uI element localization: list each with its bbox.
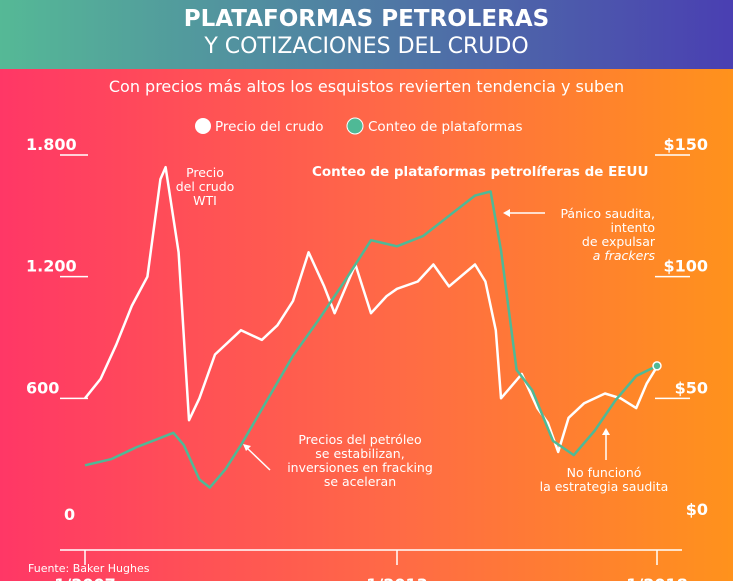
source-note: Fuente: Baker Hughes: [28, 562, 150, 575]
annotation-stabilize: Precios del petróleo: [298, 432, 421, 447]
annotation-failed: la estrategia saudita: [540, 479, 669, 494]
y-right-tick-label: $0: [686, 500, 708, 519]
annotation-oil-label: del crudo: [176, 179, 235, 194]
legend-label-oil: Precio del crudo: [215, 119, 323, 135]
y-left-tick-label: 600: [26, 378, 59, 397]
x-tick-label: 1/2007: [54, 575, 116, 581]
y-left-tick-label: 1.800: [26, 135, 77, 154]
arrow-head: [503, 209, 510, 217]
title-band: PLATAFORMAS PETROLERAS Y COTIZACIONES DE…: [0, 0, 733, 69]
legend-marker-rigs: [346, 117, 364, 135]
arrow-head: [602, 428, 610, 435]
annotation-oil-label: WTI: [193, 193, 217, 208]
annotation-saudi-panic: intento: [611, 220, 655, 235]
legend: Precio del crudo Conteo de plataformas: [195, 117, 523, 135]
legend-marker-oil: [195, 118, 211, 134]
arrow-head: [243, 444, 251, 451]
rig-count-endpoint: [652, 361, 662, 371]
arrow-stabilize: [245, 446, 271, 471]
annotation-failed: No funcionó: [567, 465, 642, 480]
legend-label-rigs: Conteo de plataformas: [368, 119, 523, 135]
annotation-stabilize: se estabilizan,: [315, 446, 404, 461]
y-left-tick-label: 0: [64, 505, 75, 524]
y-left-tick-label: 1.200: [26, 257, 77, 276]
annotation-stabilize: se aceleran: [324, 474, 396, 489]
title-line1: PLATAFORMAS PETROLERAS: [183, 6, 550, 32]
chart-subtitle: Conteo de plataformas petrolíferas de EE…: [312, 164, 648, 180]
annotation-oil-label: Precio: [186, 165, 224, 180]
title-line2: Y COTIZACIONES DEL CRUDO: [204, 34, 529, 59]
annotation-stabilize: inversiones en fracking: [287, 460, 433, 475]
y-right-tick-label: $100: [663, 257, 708, 276]
annotation-saudi-panic: Pánico saudita,: [560, 206, 655, 221]
x-tick-label: 1/2018: [626, 575, 688, 581]
y-right-tick-label: $150: [663, 135, 708, 154]
annotation-saudi-panic: a frackers: [593, 248, 656, 263]
y-right-tick-label: $50: [675, 378, 708, 397]
chart-area: [0, 69, 733, 581]
annotation-saudi-panic: de expulsar: [582, 234, 656, 249]
x-tick-label: 1/2013: [366, 575, 428, 581]
subtitle: Con precios más altos los esquistos revi…: [108, 77, 625, 96]
